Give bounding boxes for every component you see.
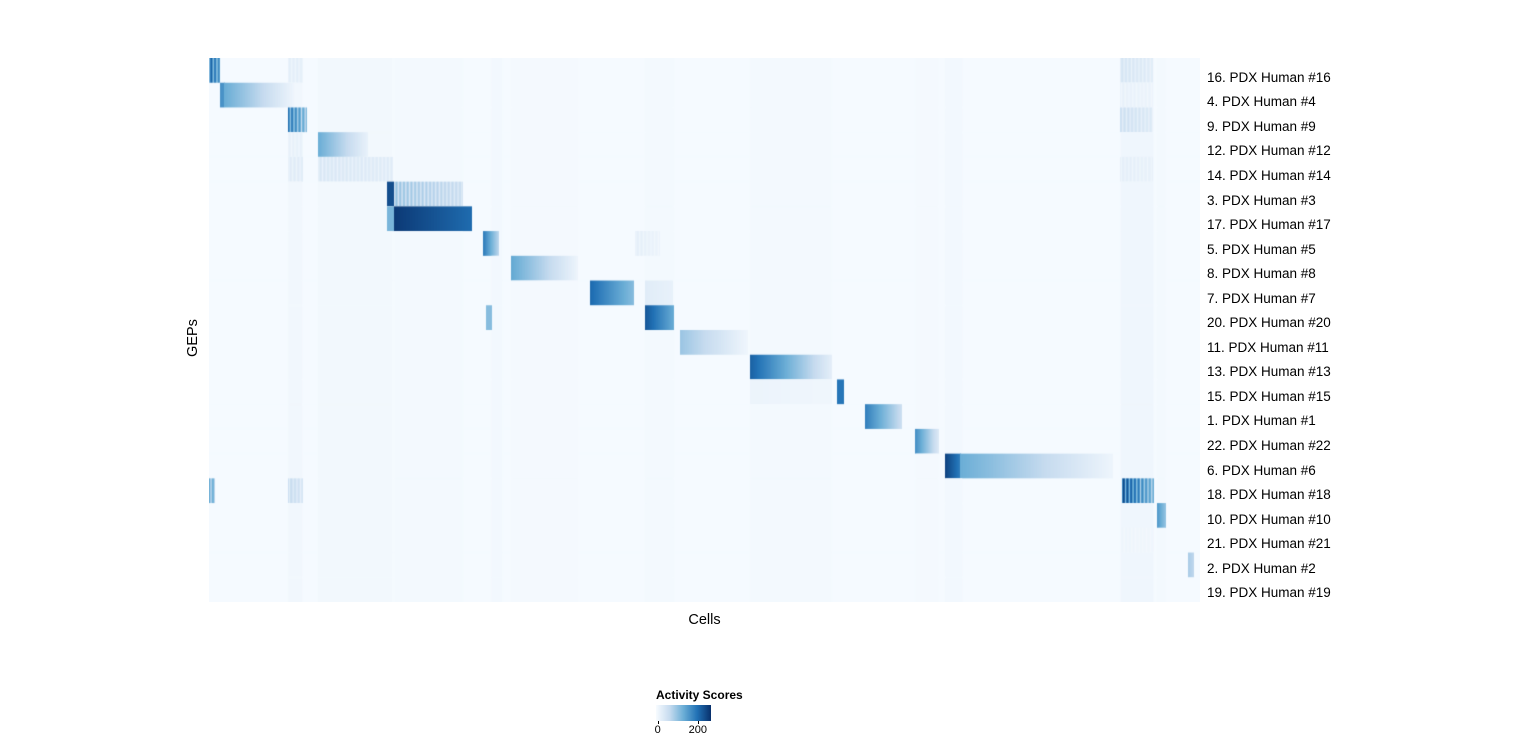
row-label: 6. PDX Human #6 — [1207, 462, 1316, 478]
row-label: 10. PDX Human #10 — [1207, 511, 1331, 527]
row-label: 18. PDX Human #18 — [1207, 487, 1331, 503]
row-label: 20. PDX Human #20 — [1207, 315, 1331, 331]
row-label: 13. PDX Human #13 — [1207, 364, 1331, 380]
legend: Activity Scores 0 200 — [654, 688, 776, 738]
row-label: 3. PDX Human #3 — [1207, 192, 1316, 208]
row-label: 11. PDX Human #11 — [1207, 339, 1329, 355]
legend-ticks: 0 200 — [654, 724, 711, 738]
row-label: 22. PDX Human #22 — [1207, 437, 1331, 453]
row-label: 12. PDX Human #12 — [1207, 143, 1331, 159]
row-label: 1. PDX Human #1 — [1207, 413, 1316, 429]
row-label: 19. PDX Human #19 — [1207, 585, 1331, 601]
legend-title: Activity Scores — [656, 688, 743, 702]
row-label: 9. PDX Human #9 — [1207, 118, 1316, 134]
row-label: 7. PDX Human #7 — [1207, 290, 1316, 306]
row-labels: 16. PDX Human #16 4. PDX Human #4 9. PDX H… — [1207, 65, 1407, 605]
row-label: 5. PDX Human #5 — [1207, 241, 1316, 257]
row-label: 21. PDX Human #21 — [1207, 536, 1331, 552]
y-axis-label: GEPs — [185, 319, 201, 357]
row-label: 4. PDX Human #4 — [1207, 94, 1316, 110]
row-label: 17. PDX Human #17 — [1207, 217, 1331, 233]
row-label: 14. PDX Human #14 — [1207, 167, 1331, 183]
row-label: 8. PDX Human #8 — [1207, 266, 1316, 282]
row-label: 2. PDX Human #2 — [1207, 560, 1316, 576]
legend-tick-mark — [657, 721, 659, 724]
legend-colorbar — [656, 705, 711, 724]
row-label: 15. PDX Human #15 — [1207, 388, 1331, 404]
legend-tick-label: 0 — [654, 724, 661, 736]
x-axis-label: Cells — [688, 612, 721, 628]
legend-tick-mark — [697, 721, 699, 724]
row-label: 16. PDX Human #16 — [1207, 69, 1331, 85]
legend-tick-label: 200 — [688, 724, 707, 736]
heatmap-canvas — [209, 58, 1200, 602]
